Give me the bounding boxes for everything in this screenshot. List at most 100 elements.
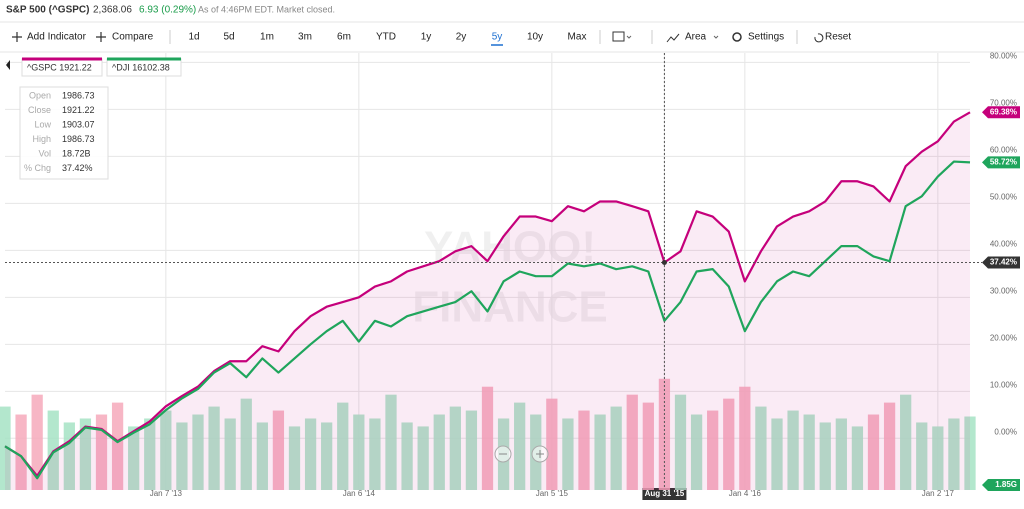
x-tick-label: Jan 6 '14 (343, 489, 376, 498)
volume-bar (867, 414, 880, 490)
quote-status: As of 4:46PM EDT. Market closed. (198, 4, 335, 14)
tooltip-key: % Chg (24, 163, 51, 173)
legend-label: ^GSPC 1921.22 (27, 62, 92, 72)
volume-bar (465, 410, 478, 490)
zoom-in-button[interactable] (531, 445, 549, 463)
range-button[interactable]: 5d (223, 32, 234, 43)
tooltip-value: 1921.22 (62, 105, 95, 115)
zoom-out-button[interactable] (494, 445, 512, 463)
volume-bar (288, 426, 301, 490)
range-button[interactable]: 1d (188, 32, 199, 43)
add-indicator-button[interactable]: Add Indicator (12, 32, 87, 43)
range-label: 5d (223, 32, 234, 43)
volume-bar (401, 422, 413, 490)
y-tick-label: 80.00% (990, 52, 1017, 61)
range-label: 3m (298, 32, 312, 43)
settings-button[interactable]: Settings (732, 32, 784, 43)
y-tick-label: 60.00% (990, 145, 1017, 154)
end-label: 69.38% (990, 107, 1017, 116)
volume-bar (948, 418, 960, 490)
area-fill (5, 112, 970, 491)
volume-bar (240, 398, 252, 490)
volume-bar (0, 406, 11, 490)
quote-change: 6.93 (0.29%) (139, 5, 196, 16)
range-button[interactable]: 10y (527, 32, 543, 43)
volume-bar (803, 414, 815, 490)
volume-bar (835, 418, 847, 490)
volume-bar (369, 418, 381, 490)
volume-bar (337, 402, 349, 490)
volume-bar (562, 418, 574, 490)
x-tick-label: Jan 7 '13 (150, 489, 183, 498)
range-button[interactable]: 6m (337, 32, 351, 43)
range-button[interactable]: 3m (298, 32, 312, 43)
volume-bar (610, 406, 622, 490)
volume-bar (851, 426, 864, 490)
series-line (4, 111, 971, 478)
crosshair-label-box (982, 256, 1020, 269)
volume-bar (771, 418, 783, 490)
volume-bar (723, 398, 735, 490)
tooltip-value: 1986.73 (62, 90, 95, 100)
compare-button[interactable]: Compare (96, 32, 154, 43)
legend-item[interactable]: ^GSPC 1921.22 (21, 57, 103, 77)
legend-item[interactable]: ^DJI 16102.38 (106, 57, 182, 77)
range-label: 1y (421, 32, 432, 43)
range-label: 10y (527, 32, 543, 43)
volume-bar (546, 398, 558, 490)
volume-label-box (982, 479, 1020, 491)
collapse-arrow[interactable] (6, 60, 10, 70)
crosshair-dot (661, 259, 667, 265)
plus-icon (96, 32, 106, 42)
volume-bar (626, 394, 638, 490)
volume-bar (321, 422, 333, 490)
tooltip: Open 1986.73 Close 1921.22 Low 1903.07 High 198… (19, 86, 109, 180)
caret (713, 35, 719, 39)
reset-label: Reset (825, 32, 851, 43)
date-picker-button[interactable] (612, 31, 632, 42)
volume-bar (111, 402, 124, 490)
volume-bar (739, 386, 751, 490)
range-label: 1d (188, 32, 199, 43)
caret (626, 35, 632, 39)
range-label: 5y (492, 32, 503, 43)
range-button[interactable]: YTD (376, 32, 396, 43)
watermark: FINANCE (412, 283, 608, 332)
range-button[interactable]: 1m (260, 32, 274, 43)
volume-bar (642, 402, 654, 490)
crosshair-x-box (642, 488, 687, 500)
range-group: 1d 5d 1m 3m 6m YTD 1y 2y 5y 10y Max (188, 32, 587, 46)
y-tick-label: 20.00% (990, 333, 1017, 342)
range-button[interactable]: 2y (456, 32, 467, 43)
chart-type-button[interactable]: Area (666, 32, 719, 43)
tooltip-key: Vol (38, 148, 51, 158)
end-label: 58.72% (990, 158, 1017, 167)
range-button[interactable]: Max (568, 32, 587, 43)
range-label: 2y (456, 32, 467, 43)
tooltip-value: 37.42% (62, 163, 93, 173)
range-button[interactable]: 5y (491, 32, 503, 46)
volume-bar (95, 414, 108, 490)
plot-area: YAHOO!FINANCE0.00%10.00%20.00%30.00%40.0… (0, 52, 1020, 500)
volume-bar (481, 386, 494, 490)
range-button[interactable]: 1y (421, 32, 432, 43)
y-tick-label: 50.00% (990, 192, 1017, 201)
series-line (4, 160, 971, 480)
volume-bar (578, 410, 590, 490)
volume-bar (755, 406, 767, 490)
tooltip-key: High (32, 134, 51, 144)
volume-label: 1.85G (995, 480, 1017, 489)
x-tick-label: Jan 2 '17 (922, 489, 955, 498)
tooltip-key: Close (28, 105, 51, 115)
volume-bar (144, 418, 156, 490)
volume-bar (256, 422, 268, 490)
volume-bar (449, 406, 461, 490)
range-label: Max (568, 32, 587, 43)
volume-bar (433, 414, 445, 490)
settings-label: Settings (748, 32, 784, 43)
volume-bar (353, 414, 365, 490)
x-tick-label: Jan 5 '15 (536, 489, 569, 498)
y-tick-label: 0.00% (994, 427, 1017, 436)
reset-button[interactable]: Reset (814, 32, 851, 43)
plus-icon (12, 32, 22, 42)
